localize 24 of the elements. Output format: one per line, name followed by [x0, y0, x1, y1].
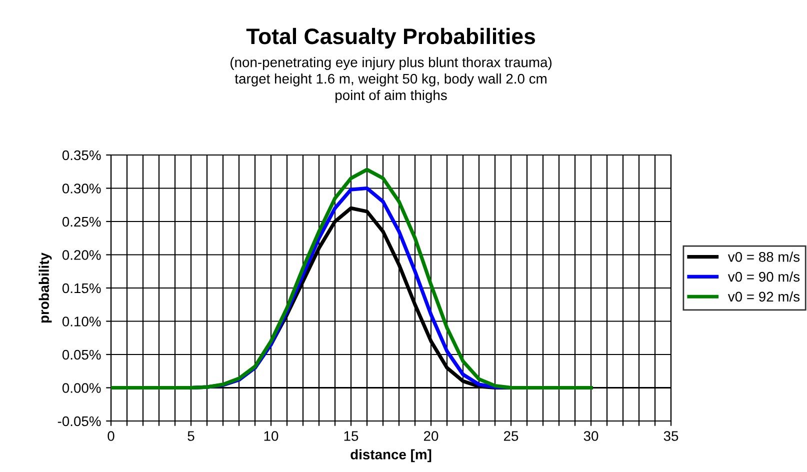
y-axis-title: probability — [38, 252, 52, 323]
y-tick-label: 0.20% — [62, 250, 101, 260]
y-tick-label: 0.15% — [62, 283, 101, 294]
y-tick-label: 0.10% — [62, 316, 101, 326]
x-tick-label: 15 — [344, 431, 358, 441]
chart-title: Total Casualty Probabilities — [246, 28, 535, 49]
legend-label: v0 = 88 m/s — [728, 252, 800, 262]
x-tick-label: 25 — [504, 431, 518, 441]
y-tick-label: 0.05% — [62, 350, 101, 360]
y-tick-label: 0.35% — [62, 150, 101, 160]
x-tick-label: 30 — [584, 431, 598, 441]
y-tick-label: 0.30% — [62, 184, 101, 194]
legend-label: v0 = 90 m/s — [728, 272, 800, 282]
x-tick-label: 5 — [188, 431, 194, 441]
legend-label: v0 = 92 m/s — [728, 291, 800, 302]
y-tick-label: -0.05% — [58, 416, 101, 426]
y-tick-label: 0.00% — [62, 383, 101, 393]
x-tick-label: 0 — [108, 431, 114, 441]
x-tick-label: 35 — [664, 431, 678, 441]
y-tick-label: 0.25% — [62, 216, 101, 227]
x-tick-label: 20 — [424, 431, 438, 441]
x-tick-label: 10 — [264, 431, 278, 441]
x-axis-title: distance [m] — [350, 449, 432, 462]
chart-subtitle: (non-penetrating eye injury plus blunt thorax trauma) target height 1.6 m, weight 50 kg, body wall 2.0 cm point of aim thighs — [230, 57, 552, 103]
